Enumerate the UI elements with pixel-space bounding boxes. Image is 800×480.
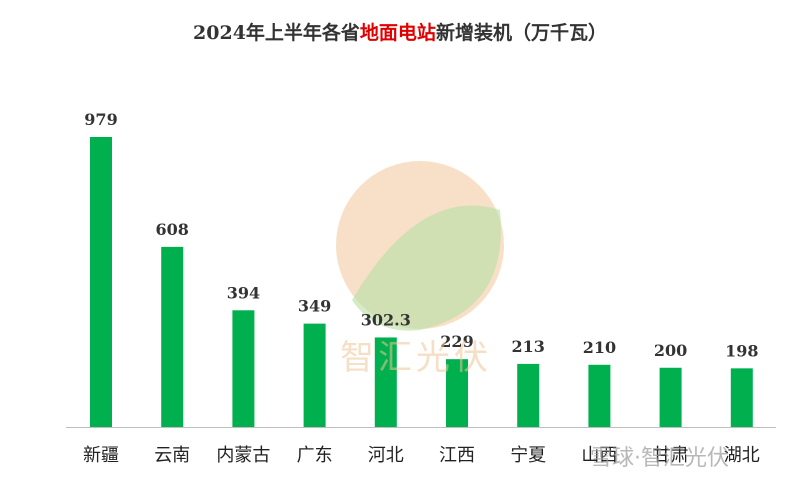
title-highlight: 地面电站 [359, 22, 436, 44]
bars-group [90, 137, 753, 427]
category-label-7: 宁夏 [510, 445, 546, 466]
title-prefix: 2024年上半年各省 [193, 22, 360, 44]
bar-2 [161, 246, 184, 427]
watermark-text: 智汇光伏 [340, 338, 492, 378]
bar-5 [374, 337, 397, 427]
title-suffix: 新增装机（万千瓦） [435, 22, 607, 44]
corner-watermark: 雪球·智汇光伏 [590, 446, 729, 471]
bar-8 [588, 364, 611, 427]
watermark-leaf [352, 205, 501, 331]
value-label-7: 213 [511, 337, 544, 356]
bar-1 [90, 137, 112, 427]
category-label-1: 新疆 [83, 445, 119, 466]
value-label-9: 200 [654, 341, 687, 360]
chart-title: 2024年上半年各省地面电站新增装机（万千瓦） [0, 18, 800, 45]
category-label-6: 江西 [439, 445, 475, 466]
category-label-5: 河北 [368, 445, 404, 466]
category-labels-group: 新疆 云南 内蒙古 广东 河北 江西 宁夏 山西 甘肃 湖北 [83, 445, 760, 466]
category-label-4: 广东 [297, 445, 333, 466]
value-label-3: 394 [227, 283, 260, 302]
value-label-6: 229 [440, 332, 473, 351]
bar-6 [446, 359, 468, 427]
value-label-8: 210 [583, 338, 616, 357]
watermark-logo-icon [336, 161, 504, 331]
value-label-4: 349 [298, 297, 331, 316]
bar-10 [730, 368, 753, 427]
value-label-1: 979 [84, 110, 117, 129]
category-label-9: 甘肃 [653, 445, 689, 466]
bar-4 [303, 323, 326, 427]
bar-9 [659, 367, 682, 427]
bar-3 [232, 310, 255, 427]
value-label-5: 302.3 [361, 310, 411, 329]
category-label-3: 内蒙古 [216, 445, 270, 466]
category-label-8: 山西 [581, 445, 617, 466]
value-labels-group: 979 608 394 349 302.3 229 213 210 200 198 [84, 110, 758, 360]
bar-7 [517, 363, 540, 427]
category-label-10: 湖北 [724, 445, 760, 466]
value-label-2: 608 [155, 220, 188, 239]
value-label-10: 198 [725, 341, 758, 360]
category-label-2: 云南 [154, 445, 190, 466]
